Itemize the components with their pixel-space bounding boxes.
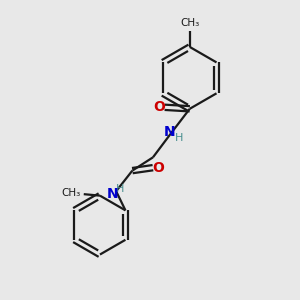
Text: N: N (107, 187, 118, 201)
Text: H: H (116, 184, 124, 194)
Text: N: N (163, 125, 175, 139)
Text: CH₃: CH₃ (61, 188, 81, 198)
Text: O: O (152, 161, 164, 175)
Text: O: O (154, 100, 165, 114)
Text: CH₃: CH₃ (180, 18, 200, 28)
Text: H: H (175, 133, 183, 143)
